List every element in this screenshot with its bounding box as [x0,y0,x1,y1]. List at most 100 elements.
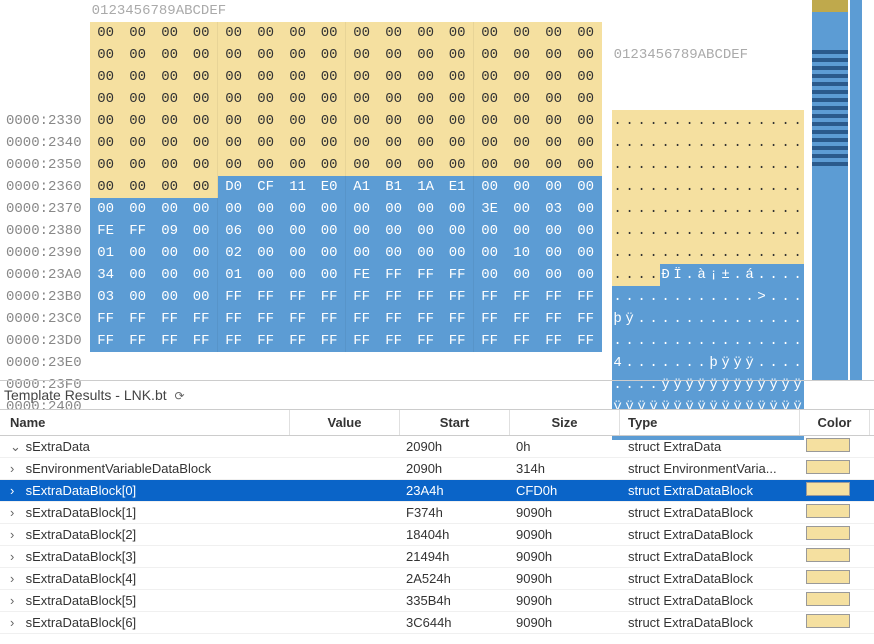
hex-byte[interactable]: 00 [570,154,602,176]
hex-byte[interactable]: FF [90,308,122,330]
hex-byte[interactable]: FF [346,286,378,308]
hex-byte[interactable]: FF [378,330,410,352]
hex-byte[interactable]: 00 [154,198,186,220]
hex-byte[interactable]: 10 [506,242,538,264]
hex-byte[interactable]: 00 [442,66,474,88]
hex-byte[interactable]: FF [154,308,186,330]
hex-byte[interactable]: FF [186,308,218,330]
hex-byte[interactable]: 00 [154,110,186,132]
hex-row[interactable]: 01000000020000000000000000100000 [90,242,602,264]
hex-byte[interactable]: 00 [506,22,538,44]
hex-row[interactable]: 00000000000000000000000000000000 [90,110,602,132]
chevron-right-icon[interactable]: › [10,571,22,586]
hex-byte[interactable]: 00 [122,44,154,66]
hex-byte[interactable]: FF [410,264,442,286]
hex-byte[interactable]: 00 [282,22,314,44]
hex-byte[interactable]: 00 [570,198,602,220]
hex-byte[interactable]: 00 [250,242,282,264]
hex-byte[interactable]: 00 [122,264,154,286]
hex-row[interactable]: FFFFFFFFFFFFFFFFFFFFFFFFFFFFFFFF [90,330,602,352]
hex-byte[interactable]: 00 [186,264,218,286]
hex-byte[interactable]: 00 [122,198,154,220]
hex-byte[interactable]: 00 [218,198,250,220]
hex-byte[interactable]: 00 [346,242,378,264]
hex-byte[interactable]: FF [538,286,570,308]
hex-byte[interactable]: 00 [314,110,346,132]
hex-byte[interactable]: 00 [570,66,602,88]
hex-byte[interactable]: 00 [314,154,346,176]
hex-byte[interactable]: 00 [314,44,346,66]
hex-byte[interactable]: FF [250,286,282,308]
hex-byte[interactable]: FF [474,308,506,330]
hex-byte[interactable]: 00 [346,66,378,88]
hex-byte[interactable]: 00 [314,66,346,88]
minimap-scroll[interactable] [850,0,862,380]
hex-byte[interactable]: 02 [218,242,250,264]
hex-byte[interactable]: 00 [250,198,282,220]
hex-byte[interactable]: 00 [90,66,122,88]
hex-byte[interactable]: 00 [282,110,314,132]
hex-byte[interactable]: 00 [570,220,602,242]
hex-byte[interactable]: 00 [250,220,282,242]
hex-byte[interactable]: 00 [90,198,122,220]
chevron-right-icon[interactable]: › [10,593,22,608]
table-row[interactable]: › sExtraDataBlock[2]18404h9090hstruct Ex… [0,524,874,546]
hex-byte[interactable]: FF [218,286,250,308]
hex-byte[interactable]: 00 [186,88,218,110]
hex-byte[interactable]: 00 [442,198,474,220]
hex-byte[interactable]: 00 [506,132,538,154]
hex-byte[interactable]: 00 [218,154,250,176]
hex-byte[interactable]: FF [346,330,378,352]
hex-byte[interactable]: 00 [250,154,282,176]
chevron-right-icon[interactable]: › [10,549,22,564]
hex-byte[interactable]: FF [282,308,314,330]
hex-byte[interactable]: 00 [442,154,474,176]
hex-byte[interactable]: 00 [186,44,218,66]
hex-byte[interactable]: 00 [122,110,154,132]
hex-byte[interactable]: 00 [282,88,314,110]
hex-byte[interactable]: 00 [314,198,346,220]
hex-byte[interactable]: 00 [538,242,570,264]
hex-byte[interactable]: 00 [186,154,218,176]
hex-byte[interactable]: 00 [570,110,602,132]
hex-byte[interactable]: 00 [442,242,474,264]
hex-byte[interactable]: FF [282,286,314,308]
hex-byte[interactable]: 00 [346,22,378,44]
hex-byte[interactable]: 00 [442,22,474,44]
hex-byte[interactable]: 00 [410,198,442,220]
hex-byte[interactable]: 00 [122,176,154,198]
hex-byte[interactable]: FF [122,330,154,352]
hex-byte[interactable]: 3E [474,198,506,220]
hex-byte[interactable]: FF [442,308,474,330]
hex-byte[interactable]: FF [218,330,250,352]
hex-byte[interactable]: 00 [218,66,250,88]
hex-byte[interactable]: 34 [90,264,122,286]
hex-byte[interactable]: 00 [442,88,474,110]
hex-byte[interactable]: 00 [474,110,506,132]
hex-byte[interactable]: FF [570,286,602,308]
hex-byte[interactable]: 00 [346,44,378,66]
hex-row[interactable]: 00000000000000000000000000000000 [90,22,602,44]
hex-byte[interactable]: 00 [282,66,314,88]
hex-row[interactable]: 00000000D0CF11E0A1B11AE100000000 [90,176,602,198]
hex-byte[interactable]: A1 [346,176,378,198]
hex-byte[interactable]: 00 [282,242,314,264]
chevron-right-icon[interactable]: › [10,505,22,520]
hex-byte[interactable]: 00 [506,198,538,220]
hex-byte[interactable]: FF [122,308,154,330]
hex-byte[interactable]: 00 [410,88,442,110]
hex-byte[interactable]: 00 [346,132,378,154]
hex-byte[interactable]: 00 [442,110,474,132]
hex-byte[interactable]: CF [250,176,282,198]
hex-byte[interactable]: 00 [570,264,602,286]
hex-byte[interactable]: 00 [250,88,282,110]
refresh-icon[interactable]: ⟳ [175,389,185,403]
hex-byte[interactable]: 00 [346,110,378,132]
hex-byte[interactable]: 00 [378,110,410,132]
hex-byte[interactable]: 09 [154,220,186,242]
table-row[interactable]: › sExtraDataBlock[6]3C644h9090hstruct Ex… [0,612,874,634]
hex-row[interactable]: 00000000000000000000000000000000 [90,88,602,110]
hex-byte[interactable]: 00 [570,88,602,110]
hex-byte[interactable]: 00 [410,22,442,44]
chevron-right-icon[interactable]: › [10,461,22,476]
